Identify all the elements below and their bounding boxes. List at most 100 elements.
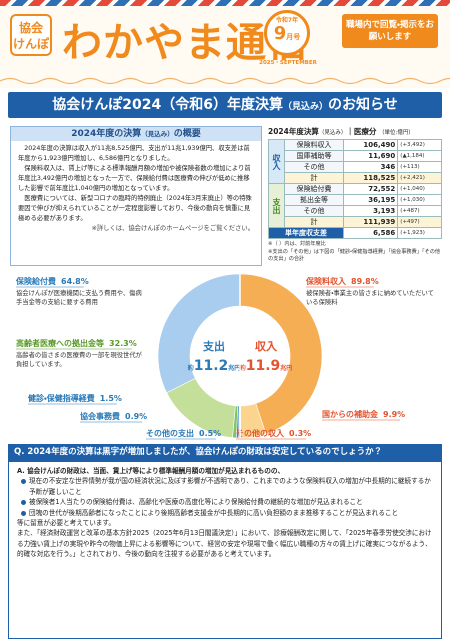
notice-stamp: 職場内で回覧・掲示をお願いします bbox=[342, 14, 438, 48]
heading-end: の概要 bbox=[173, 129, 201, 139]
table-note: ※（ ）内は、対前年度比 bbox=[268, 241, 326, 247]
segment-value-label: 89.8% bbox=[351, 277, 379, 286]
segment-name: 保険給付費 bbox=[15, 276, 56, 286]
group-label: 支出 bbox=[268, 183, 285, 228]
summary-paragraph: 2024年度の決算は収入が11兆8,525億円、支出が11兆1,939億円、収支… bbox=[18, 145, 250, 162]
issue-era: 令和7年 bbox=[275, 17, 299, 24]
budget-table: 収入 保険料収入 106,490 (+3,492) 国庫補助等 11,690 (▲1,184… bbox=[268, 139, 442, 239]
row-value: 3,193 bbox=[342, 205, 399, 217]
center-label: 支出 bbox=[202, 339, 225, 353]
row-label: その他 bbox=[284, 161, 344, 173]
row-value: 72,552 bbox=[342, 183, 399, 195]
row-value: 106,490 bbox=[342, 139, 399, 151]
table-row: 計 111,939 (+497) bbox=[269, 216, 442, 228]
row-value: 111,939 bbox=[342, 216, 399, 228]
issue-badge: 令和7年 9月号 bbox=[264, 10, 310, 56]
row-value: 118,525 bbox=[342, 172, 399, 184]
center-label: 収入 bbox=[255, 339, 277, 353]
row-change: (+2,421) bbox=[397, 172, 442, 184]
table-row: 計 118,525 (+2,421) bbox=[269, 172, 442, 184]
row-change: (+497) bbox=[397, 216, 442, 228]
answer-bullet: 被保険者1人当たりの保険給付費は、高齢化や医療の高度化等により保険給付費の継続的… bbox=[21, 497, 433, 507]
segment-description: 被保険者・事業主の皆さまに納めていただいている保険料 bbox=[306, 290, 434, 306]
row-value: 36,195 bbox=[342, 194, 399, 206]
answer: A. 協会けんぽの財政は、当面、賃上げ等により標準報酬月額の増加が見込まれるもの… bbox=[8, 461, 442, 639]
row-label: 保険給付費 bbox=[284, 183, 344, 195]
row-label: 計 bbox=[284, 172, 344, 184]
answer-list: 現在の不安定な世界情勢が我が国の経済状況に及ぼす影響が不透明であり、これまでのよ… bbox=[17, 476, 433, 518]
wave-divider bbox=[0, 77, 450, 85]
row-change: (+113) bbox=[397, 161, 442, 173]
issue-number: 9 bbox=[273, 23, 287, 44]
row-change: (▲1,184) bbox=[397, 150, 442, 162]
row-value: 346 bbox=[342, 161, 399, 173]
center-unit: 兆円 bbox=[280, 364, 292, 372]
center-value: 11.9 bbox=[246, 358, 281, 374]
summary-box: 2024年度の決算（見込み）の概要 2024年度の決算は収入が11兆8,525億… bbox=[10, 126, 262, 266]
segment-label: 高齢者医療への拠出金等 32.3% bbox=[16, 338, 137, 348]
table-unit: （単位:億円） bbox=[379, 130, 414, 136]
segment-value-label: 9.9% bbox=[383, 410, 405, 419]
summary-paragraph: 保険料収入は、賃上げ等による標準報酬月額の増加や被保険者数の増加により前年度比3… bbox=[18, 165, 251, 192]
summary-heading: 2024年度の決算（見込み）の概要 bbox=[11, 127, 261, 141]
row-change: (+1,030) bbox=[397, 194, 442, 206]
table-row: その他 346 (+113) bbox=[269, 161, 442, 173]
org-line: けんぽ bbox=[12, 37, 49, 51]
banner-title-end: のお知らせ bbox=[328, 97, 398, 113]
center-value: 11.2 bbox=[194, 358, 229, 374]
segment-name: 保険料収入 bbox=[305, 276, 346, 286]
segment-label: 保険給付費 64.8% bbox=[15, 276, 89, 286]
center-prefix: 約 bbox=[239, 364, 246, 372]
center-unit: 兆円 bbox=[228, 364, 240, 372]
segment-value-label: 0.5% bbox=[199, 429, 221, 438]
org-line: 協会 bbox=[18, 21, 43, 35]
segment-label: その他の収入 0.3% bbox=[236, 428, 311, 438]
segment-value-label: 0.3% bbox=[289, 429, 311, 438]
table-body: 収入 保険料収入 106,490 (+3,492) 国庫補助等 11,690 (▲1,184… bbox=[268, 139, 442, 239]
segment-label: その他の支出 0.5% bbox=[146, 428, 221, 438]
donut-segment bbox=[157, 273, 241, 394]
segment-label: 保険料収入 89.8% bbox=[305, 276, 379, 286]
row-label: 拠出金等 bbox=[284, 194, 344, 206]
segment-value-label: 0.9% bbox=[125, 412, 147, 421]
segment-value-label: 1.5% bbox=[100, 394, 122, 403]
segment-label: 健診・保健指導経費 1.5% bbox=[27, 393, 122, 403]
table-title: 2024年度決算（見込み）｜医療分 （単位:億円） bbox=[268, 126, 442, 137]
row-label: 国庫補助等 bbox=[284, 150, 344, 162]
table-notes: ※（ ）内は、対前年度比 ※支出の「その他」は下図の「健診・保健指導経費」「協会事… bbox=[268, 241, 442, 264]
answer-lead: A. 協会けんぽの財政は、当面、賃上げ等により標準報酬月額の増加が見込まれるもの… bbox=[17, 467, 285, 475]
row-label: 保険料収入 bbox=[284, 139, 344, 151]
banner-title: 協会けんぽ2024（令和6）年度決算 bbox=[52, 97, 283, 113]
segment-name: 協会事務費 bbox=[80, 411, 120, 421]
table-row: 収入 保険料収入 106,490 (+3,492) bbox=[268, 139, 442, 184]
heading-text: 2024年度の決算 bbox=[71, 129, 142, 139]
row-change: (+1,040) bbox=[397, 183, 442, 195]
balance-change: (+1,923) bbox=[397, 227, 442, 239]
banner-title-small: （見込み） bbox=[282, 102, 328, 112]
segment-value-label: 32.3% bbox=[109, 339, 137, 348]
balance-row: 単年度収支差 6,586 (+1,923) bbox=[268, 227, 442, 239]
center-amount: 約11.9兆円 bbox=[239, 358, 293, 374]
row-label: 計 bbox=[284, 216, 344, 228]
summary-paragraph: 医療費については、新型コロナの臨時的特例廃止（2024年3月末廃止）等の特殊要因… bbox=[18, 195, 252, 222]
segment-name: その他の収入 bbox=[236, 428, 284, 438]
center-prefix: 約 bbox=[187, 364, 194, 372]
issue-date: 2025・SEPTEMBER bbox=[259, 60, 317, 66]
segment-description-box: 被保険者・事業主の皆さまに納めていただいている保険料 bbox=[306, 290, 434, 306]
group-label: 収入 bbox=[268, 139, 285, 184]
segment-name: 高齢者医療への拠出金等 bbox=[16, 338, 104, 348]
row-change: (+3,492) bbox=[397, 139, 442, 151]
summary-body: 2024年度の決算は収入が11兆8,525億円、支出が11兆1,939億円、収支… bbox=[11, 141, 261, 237]
center-amount: 約11.2兆円 bbox=[187, 358, 241, 374]
question: Q. 2024年度の決算は黒字が増加しましたが、協会けんぽの財政は安定しているの… bbox=[8, 444, 442, 461]
donut-segment bbox=[239, 273, 323, 435]
summary-note: ※詳しくは、協会けんぽのホームページをご覧ください。 bbox=[91, 225, 254, 232]
answer-extra: また、「経済財政運営と改革の基本方針2025（2025年6月13日閣議決定）」に… bbox=[17, 529, 432, 559]
org-badge: 協会 けんぽ bbox=[10, 14, 52, 56]
row-value: 11,690 bbox=[342, 150, 399, 162]
banner: 協会けんぽ2024（令和6）年度決算（見込み）のお知らせ bbox=[8, 92, 442, 118]
issue-unit: 月号 bbox=[286, 33, 301, 41]
segment-value-label: 64.8% bbox=[61, 277, 89, 286]
segment-name: その他の支出 bbox=[146, 428, 194, 438]
